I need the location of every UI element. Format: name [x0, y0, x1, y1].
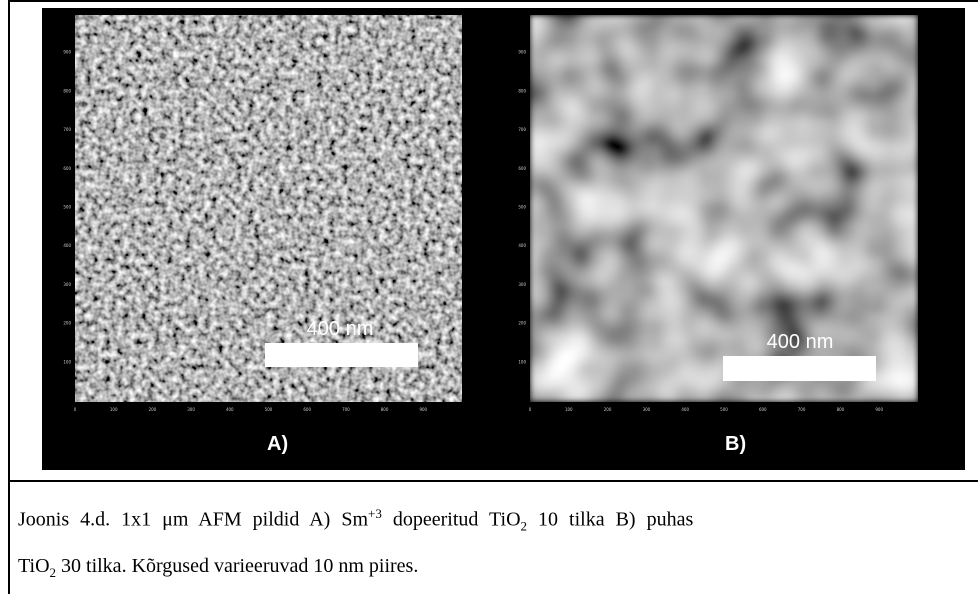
axis-tick-label: 900 [419, 407, 427, 412]
panel-label: B) [725, 433, 746, 455]
caption-line: TiO2 30 tilka. Kõrgused varieeruvad 10 n… [18, 548, 978, 594]
axis-tick-label: 700 [518, 127, 526, 132]
panel-label: A) [267, 433, 288, 455]
axis-tick-label: 400 [681, 407, 689, 412]
caption-text: dopeeritud TiO [382, 509, 521, 531]
axis-tick-label: 100 [110, 407, 118, 412]
axis-tick-label: 800 [518, 88, 526, 93]
axis-tick-label: 700 [798, 407, 806, 412]
axis-tick-label: 300 [518, 282, 526, 287]
axis-tick-label: 100 [63, 359, 71, 364]
axis-tick-label: 600 [759, 407, 767, 412]
table-rule [8, 482, 10, 594]
caption-text: Joonis 4.d. 1x1 μm AFM pildid A) Sm [18, 509, 368, 531]
axis-tick-label: 200 [63, 321, 71, 326]
scale-label: 400 nm [767, 331, 834, 353]
caption-text: +3 [368, 506, 382, 521]
scale-bar [723, 356, 876, 381]
caption-line: Joonis 4.d. 1x1 μm AFM pildid A) Sm+3 do… [18, 496, 978, 548]
axis-tick-label: 900 [63, 50, 71, 55]
axis-tick-label: 200 [149, 407, 157, 412]
axis-tick-label: 800 [837, 407, 845, 412]
axis-tick-label: 600 [63, 166, 71, 171]
axis-tick-label: 800 [381, 407, 389, 412]
axis-tick-label: 600 [303, 407, 311, 412]
afm-image-b [530, 15, 918, 402]
axis-tick-label: 400 [518, 243, 526, 248]
axis-tick-label: 500 [518, 205, 526, 210]
axis-tick-label: 700 [342, 407, 350, 412]
axis-tick-label: 100 [518, 359, 526, 364]
axis-tick-label: 500 [720, 407, 728, 412]
scale-label: 400 nm [307, 318, 374, 340]
axis-tick-label: 600 [518, 166, 526, 171]
axis-tick-label: 300 [187, 407, 195, 412]
caption-text: TiO [18, 555, 50, 577]
axis-tick-label: 800 [63, 88, 71, 93]
axis-tick-label: 900 [518, 50, 526, 55]
axis-tick-label: 300 [63, 282, 71, 287]
axis-tick-label: 500 [265, 407, 273, 412]
axis-tick-label: 700 [63, 127, 71, 132]
caption: Joonis 4.d. 1x1 μm AFM pildid A) Sm+3 do… [18, 496, 978, 594]
axis-tick-label: 200 [604, 407, 612, 412]
caption-text: 10 tilka B) puhas [527, 509, 693, 531]
scale-bar [265, 343, 418, 367]
axis-tick-label: 300 [643, 407, 651, 412]
axis-tick-label: 200 [518, 321, 526, 326]
axis-tick-label: 400 [63, 243, 71, 248]
axis-tick-label: 0 [529, 407, 532, 412]
axis-tick-label: 100 [565, 407, 573, 412]
axis-tick-label: 900 [875, 407, 883, 412]
axis-tick-label: 400 [226, 407, 234, 412]
axis-tick-label: 500 [63, 205, 71, 210]
caption-text: 30 tilka. Kõrgused varieeruvad 10 nm pii… [56, 555, 418, 577]
axis-tick-label: 0 [74, 407, 77, 412]
afm-figure: 400 nm 400 nm A) B) 0 100 200 300 400 500 600 7… [42, 8, 965, 470]
page: 400 nm 400 nm A) B) 0 100 200 300 400 500 600 7… [0, 0, 978, 594]
